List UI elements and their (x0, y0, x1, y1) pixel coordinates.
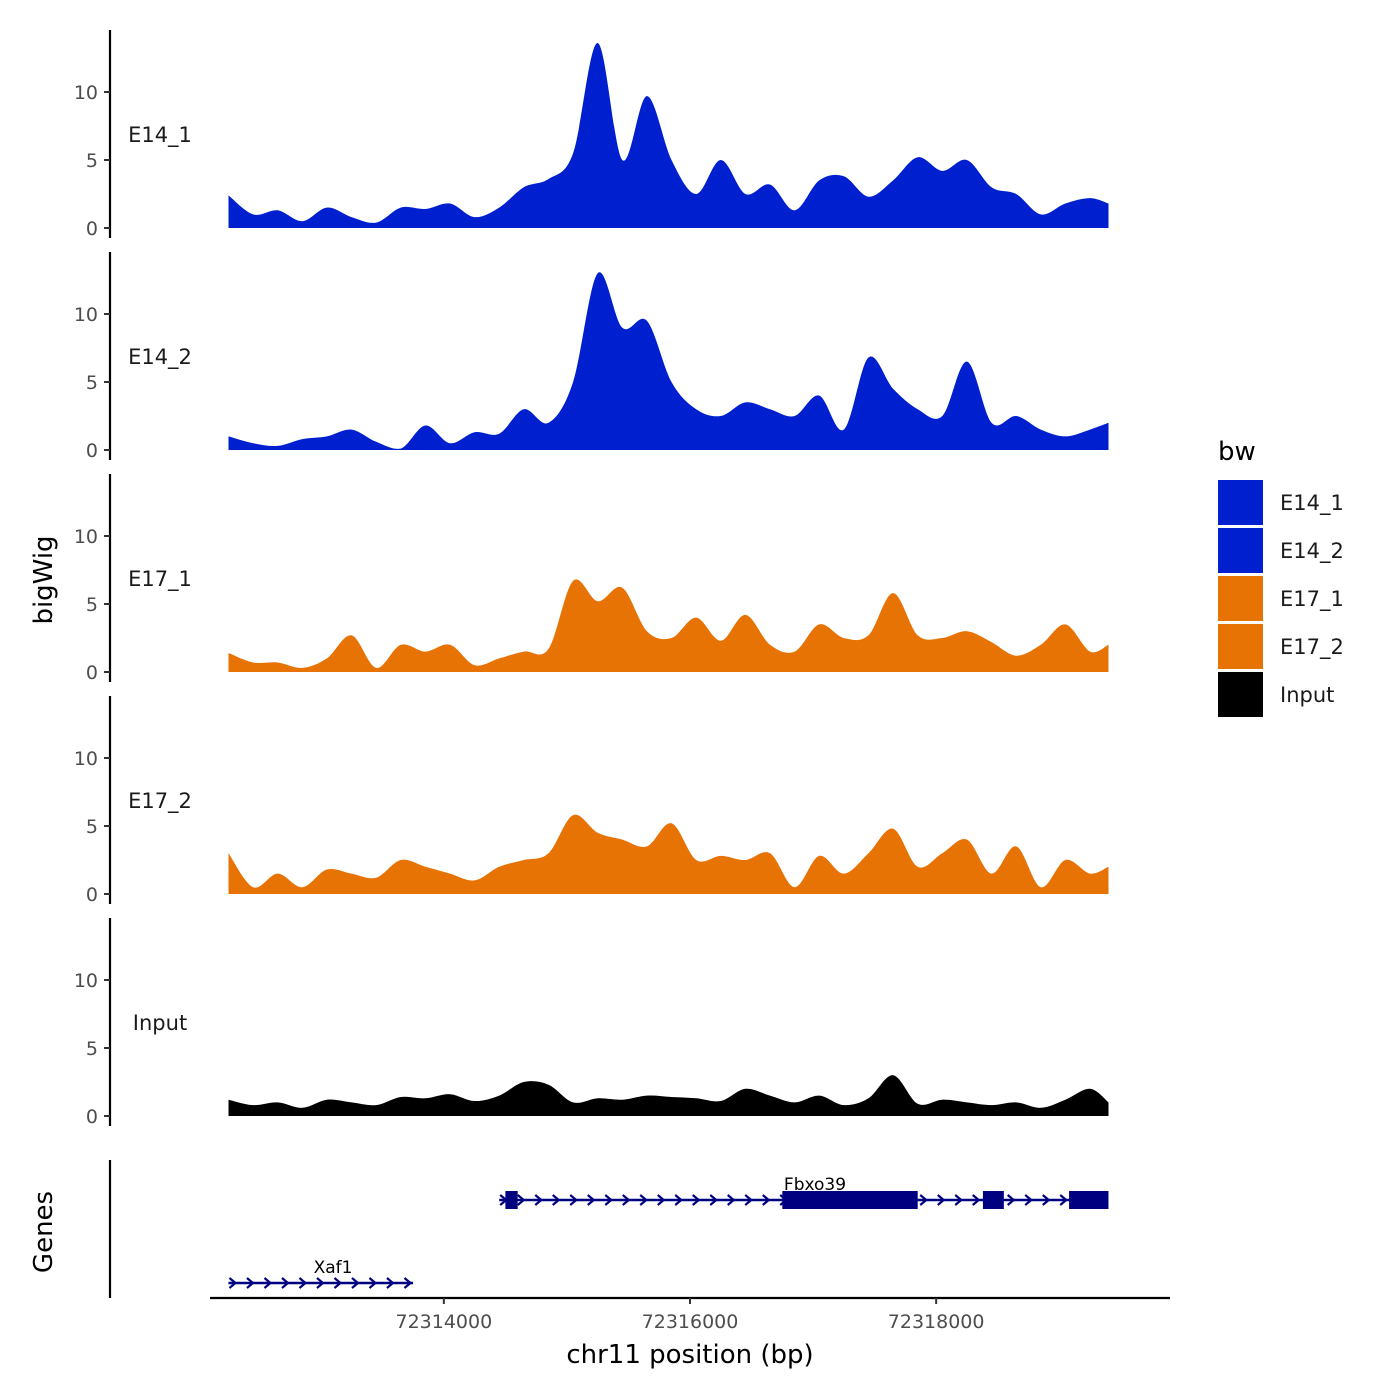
exon (505, 1191, 518, 1209)
strand-arrow (1059, 1194, 1068, 1206)
strand-arrow (534, 1194, 543, 1206)
legend-item-input: Input (1218, 672, 1334, 717)
strand-arrow (517, 1194, 526, 1206)
signal-area-input (228, 1075, 1109, 1116)
strand-arrow (1024, 1194, 1033, 1206)
strand-arrow (386, 1277, 395, 1289)
signal-area-e17-2 (228, 814, 1109, 894)
strand-arrow (552, 1194, 561, 1206)
x-axis-title: chr11 position (bp) (566, 1340, 813, 1370)
y-tick-label: 0 (86, 218, 98, 240)
legend-item-e14-1: E14_1 (1218, 480, 1344, 525)
legend-swatch (1218, 576, 1263, 621)
y-tick-label: 10 (74, 970, 98, 992)
strand-arrow (657, 1194, 666, 1206)
y-axis-title: bigWig (29, 535, 59, 624)
track-label-e17-2: E17_2 (128, 789, 192, 814)
exon (782, 1191, 918, 1209)
strand-arrow (622, 1194, 631, 1206)
legend-label: E17_1 (1280, 587, 1344, 612)
strand-arrow (403, 1277, 413, 1289)
x-tick-label: 72314000 (395, 1311, 492, 1333)
strand-arrow (333, 1277, 343, 1289)
track-e17-2: 0 5 10 E17_2 (74, 696, 1109, 906)
x-axis: 72314000 72316000 72318000 (210, 1296, 1170, 1333)
genes-panel: Fbxo39 Xaf1 (108, 1160, 1109, 1298)
strand-arrow (937, 1194, 946, 1206)
strand-arrow (919, 1194, 928, 1206)
track-e14-1: 0 5 10 E14_1 (74, 30, 1109, 240)
strand-arrow (709, 1194, 718, 1206)
gene-fbxo39: Fbxo39 (499, 1175, 1109, 1209)
y-tick-label: 0 (86, 884, 98, 906)
legend-swatch (1218, 624, 1263, 669)
signal-area-e14-1 (228, 42, 1109, 229)
y-tick-label: 10 (74, 82, 98, 104)
x-tick-label: 72316000 (642, 1311, 739, 1333)
strand-arrow (263, 1277, 273, 1289)
legend-swatch (1218, 480, 1263, 525)
track-e17-1: 0 5 10 E17_1 (74, 474, 1109, 684)
strand-arrow (587, 1194, 596, 1206)
legend-label: E14_2 (1280, 539, 1344, 564)
strand-arrow (246, 1277, 255, 1289)
strand-arrow (569, 1194, 578, 1206)
track-input: 0 5 10 Input (74, 918, 1109, 1128)
strand-arrow (351, 1277, 360, 1289)
track-label-e14-2: E14_2 (128, 345, 192, 370)
track-label-input: Input (133, 1011, 187, 1035)
y-tick-label: 5 (86, 150, 98, 172)
legend: bw E14_1 E14_2 E17_1 E17_2 Input (1218, 437, 1344, 717)
y-tick-label: 5 (86, 594, 98, 616)
legend-item-e17-2: E17_2 (1218, 624, 1344, 669)
legend-item-e17-1: E17_1 (1218, 576, 1344, 621)
legend-title: bw (1218, 437, 1256, 467)
gene-label: Fbxo39 (784, 1175, 846, 1195)
y-tick-label: 0 (86, 440, 98, 462)
y-tick-label: 10 (74, 526, 98, 548)
strand-arrow (228, 1277, 238, 1289)
track-label-e14-1: E14_1 (128, 123, 192, 148)
exon (982, 1191, 1004, 1209)
gene-xaf1: Xaf1 (228, 1258, 414, 1289)
signal-area-e17-1 (228, 579, 1109, 672)
signal-area-e14-2 (228, 272, 1109, 450)
exon (1069, 1191, 1109, 1209)
y-tick-label: 10 (74, 748, 98, 770)
legend-swatch (1218, 672, 1263, 717)
strand-arrow (1007, 1194, 1016, 1206)
track-label-e17-1: E17_1 (128, 567, 192, 592)
strand-arrow (762, 1194, 771, 1206)
strand-arrow (639, 1194, 648, 1206)
genes-axis-title: Genes (29, 1191, 59, 1273)
legend-swatch (1218, 528, 1263, 573)
legend-label: E14_1 (1280, 491, 1344, 516)
y-tick-label: 5 (86, 816, 98, 838)
strand-arrow (692, 1194, 701, 1206)
strand-arrow (316, 1277, 325, 1289)
strand-arrow (727, 1194, 736, 1206)
legend-label: E17_2 (1280, 635, 1344, 660)
legend-item-e14-2: E14_2 (1218, 528, 1344, 573)
y-tick-label: 0 (86, 662, 98, 684)
track-e14-2: 0 5 10 E14_2 (74, 252, 1109, 462)
gene-label: Xaf1 (314, 1258, 353, 1278)
strand-arrow (744, 1194, 753, 1206)
y-tick-label: 10 (74, 304, 98, 326)
strand-arrow (972, 1194, 981, 1206)
strand-arrow (281, 1277, 290, 1289)
legend-label: Input (1280, 683, 1334, 707)
y-tick-label: 5 (86, 1038, 98, 1060)
x-tick-label: 72318000 (888, 1311, 985, 1333)
strand-arrow (368, 1277, 378, 1289)
strand-arrow (604, 1194, 613, 1206)
strand-arrow (1042, 1194, 1051, 1206)
y-tick-label: 0 (86, 1106, 98, 1128)
y-tick-label: 5 (86, 372, 98, 394)
strand-arrow (954, 1194, 963, 1206)
strand-arrow (674, 1194, 683, 1206)
strand-arrow (298, 1277, 308, 1289)
signal-tracks: 0 5 10 E14_1 0 5 10 E14_2 0 5 10 E17_1 0 5 10 E17_2 0 5 10… (74, 30, 1109, 1128)
